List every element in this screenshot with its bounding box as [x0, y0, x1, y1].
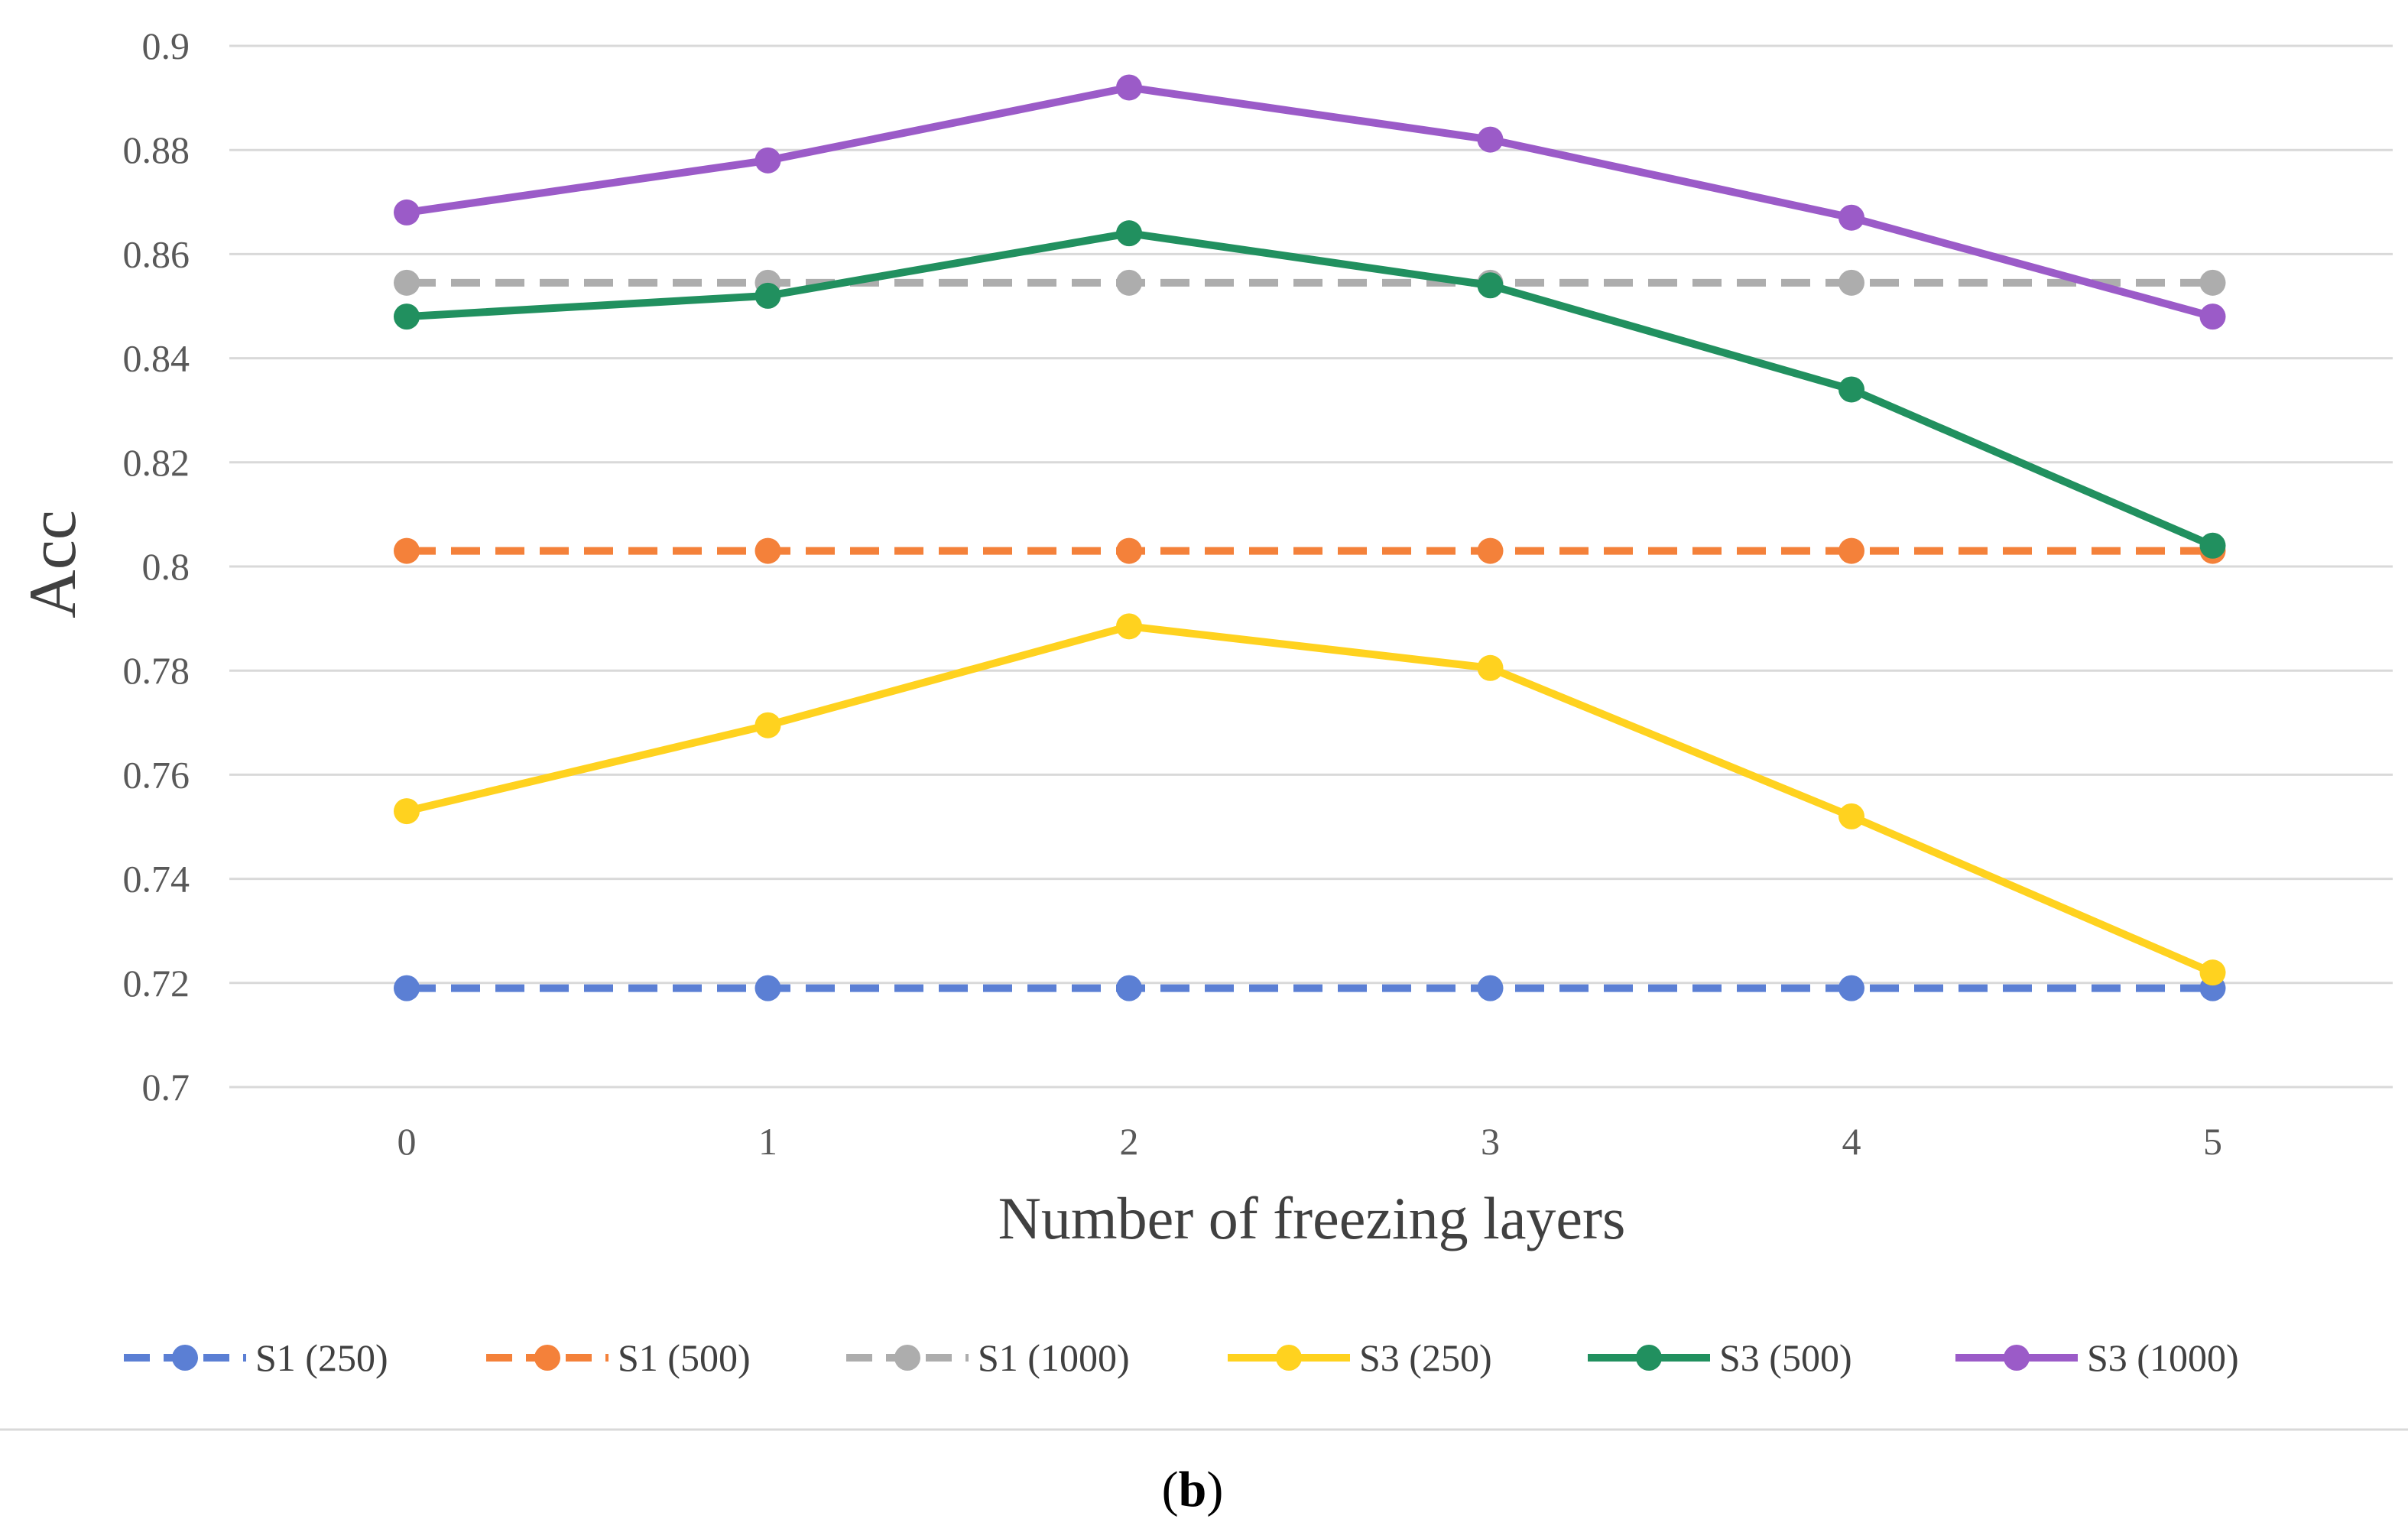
caption-paren-open: ( — [1162, 1462, 1179, 1517]
data-point — [1116, 269, 1142, 296]
series-lines — [394, 74, 2226, 1001]
caption-letter: b — [1179, 1462, 1207, 1517]
series-2 — [394, 269, 2226, 296]
legend-swatch-marker — [1636, 1345, 1662, 1371]
data-point — [394, 269, 420, 296]
data-point — [1477, 126, 1504, 153]
y-tick-label: 0.8 — [142, 545, 190, 588]
x-tick-label: 0 — [398, 1120, 417, 1163]
data-point — [2199, 532, 2226, 559]
series-1 — [394, 537, 2226, 564]
y-tick-label: 0.76 — [123, 753, 190, 796]
legend-item: S3 (500) — [1588, 1336, 1852, 1379]
y-axis-ticks: 0.7 0.72 0.74 0.76 0.78 0.8 0.82 0.84 0.86 0.88 0.… — [123, 24, 190, 1108]
data-point — [394, 798, 420, 825]
data-point — [1116, 74, 1142, 101]
y-tick-label: 0.84 — [123, 337, 190, 380]
data-point — [1838, 269, 1864, 296]
legend-item: S1 (500) — [486, 1336, 751, 1379]
figure-caption: (b) — [1162, 1462, 1224, 1517]
legend-swatch-marker — [1276, 1345, 1302, 1371]
data-point — [755, 537, 781, 564]
legend-swatch-marker — [894, 1345, 920, 1371]
y-axis-title: Acc — [16, 510, 90, 618]
legend-swatch-marker — [2004, 1345, 2030, 1371]
data-point — [394, 199, 420, 226]
data-point — [755, 975, 781, 1001]
y-tick-label: 0.86 — [123, 232, 190, 275]
legend: S1 (250) S1 (500) S1 (1000) S3 (250) S3 (500… — [124, 1336, 2239, 1379]
series-line — [406, 83, 2214, 320]
data-point — [755, 282, 781, 309]
data-point — [755, 147, 781, 174]
y-tick-label: 0.78 — [123, 649, 190, 692]
data-point — [1838, 376, 1864, 403]
gridlines — [229, 44, 2393, 1089]
data-point — [1477, 272, 1504, 299]
legend-label: S3 (500) — [1719, 1336, 1852, 1379]
y-tick-label: 0.82 — [123, 441, 190, 484]
data-point — [1838, 803, 1864, 829]
data-point — [1116, 220, 1142, 247]
data-point — [1838, 975, 1864, 1001]
data-point — [1838, 537, 1864, 564]
series-0 — [394, 975, 2226, 1001]
data-point — [2199, 959, 2226, 986]
data-point — [1116, 537, 1142, 564]
legend-label: S1 (250) — [255, 1336, 388, 1379]
data-point — [394, 975, 420, 1001]
series-3 — [394, 613, 2226, 986]
series-5 — [394, 74, 2226, 330]
x-tick-label: 1 — [758, 1120, 777, 1163]
legend-label: S1 (500) — [618, 1336, 751, 1379]
data-point — [1477, 537, 1504, 564]
y-tick-label: 0.9 — [142, 24, 190, 67]
data-point — [1477, 975, 1504, 1001]
data-point — [755, 712, 781, 738]
legend-swatch-marker — [534, 1345, 560, 1371]
y-tick-label: 0.74 — [123, 858, 190, 901]
data-point — [2199, 269, 2226, 296]
y-tick-label: 0.72 — [123, 962, 190, 1005]
data-point — [394, 537, 420, 564]
data-point — [1477, 654, 1504, 681]
series-line — [405, 622, 2215, 976]
data-point — [1116, 613, 1142, 640]
legend-label: S3 (250) — [1359, 1336, 1492, 1379]
data-point — [1116, 975, 1142, 1001]
legend-item: S3 (250) — [1228, 1336, 1492, 1379]
x-tick-label: 3 — [1481, 1120, 1500, 1163]
caption-paren-close: ) — [1206, 1462, 1223, 1517]
x-tick-label: 4 — [1842, 1120, 1861, 1163]
y-tick-label: 0.7 — [142, 1066, 190, 1108]
legend-item: S1 (1000) — [846, 1336, 1130, 1379]
series-line — [406, 229, 2215, 550]
x-axis-ticks: 0 1 2 3 4 5 — [398, 1120, 2223, 1163]
data-point — [394, 303, 420, 330]
legend-item: S1 (250) — [124, 1336, 388, 1379]
x-tick-label: 2 — [1120, 1120, 1139, 1163]
x-tick-label: 5 — [2203, 1120, 2222, 1163]
series-4 — [394, 220, 2226, 559]
y-tick-label: 0.88 — [123, 128, 190, 171]
legend-item: S3 (1000) — [1955, 1336, 2239, 1379]
legend-label: S1 (1000) — [978, 1336, 1130, 1379]
x-axis-title: Number of freezing layers — [998, 1185, 1626, 1251]
data-point — [1838, 204, 1864, 231]
legend-swatch-marker — [172, 1345, 198, 1371]
data-point — [2199, 303, 2226, 330]
legend-label: S3 (1000) — [2087, 1336, 2239, 1379]
